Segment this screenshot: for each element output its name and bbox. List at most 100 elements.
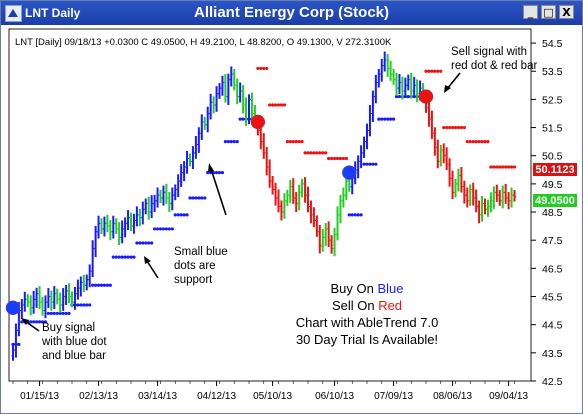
stop-dot <box>442 125 446 130</box>
title-bar[interactable]: LNT Daily Alliant Energy Corp (Stock) _ … <box>1 1 582 25</box>
price-bar <box>330 235 334 254</box>
price-bar <box>389 60 393 81</box>
price-bar <box>306 186 310 213</box>
price-bar <box>341 187 345 208</box>
stop-dot <box>147 241 151 245</box>
stop-dot <box>368 162 372 166</box>
stop-dot <box>161 227 166 231</box>
stop-dot <box>108 283 112 287</box>
price-bar <box>20 299 24 320</box>
ohlc-info-line: LNT [Daily] 09/18/13 +0.0300 C 49.0500, … <box>15 37 392 48</box>
price-bar <box>238 82 242 103</box>
price-bar <box>327 221 331 247</box>
stop-dot <box>144 241 148 245</box>
stop-dot <box>477 140 481 144</box>
price-bar <box>212 96 216 114</box>
stop-dot <box>173 213 177 217</box>
price-bar <box>492 186 496 210</box>
support-annot-line2: dots are <box>174 260 216 272</box>
y-tick-label: 53.5 <box>542 66 563 78</box>
price-bar <box>70 291 74 308</box>
price-bar <box>312 207 316 228</box>
price-bar <box>167 192 171 213</box>
x-tick-label: 02/13/13 <box>79 391 118 402</box>
price-bar <box>88 264 92 288</box>
stop-dot <box>436 69 440 73</box>
price-bar <box>368 105 372 137</box>
stop-dot <box>200 196 204 200</box>
stop-dot <box>197 196 201 200</box>
price-bar <box>471 182 475 206</box>
y-tick-label: 49.5 <box>542 179 563 191</box>
price-bar <box>232 68 236 91</box>
price-bar <box>82 274 86 293</box>
price-bar <box>150 195 154 218</box>
stop-dot <box>67 311 71 316</box>
stop-dot <box>85 303 89 307</box>
price-bar <box>64 284 68 305</box>
stop-dot <box>445 125 449 130</box>
price-tag-upper-text: 50.1123 <box>535 164 574 176</box>
window-title: Alliant Energy Corp (Stock) <box>193 4 390 21</box>
stop-dot <box>309 151 313 155</box>
price-bar <box>235 78 239 105</box>
stop-dot <box>347 213 351 217</box>
price-bar <box>159 190 162 204</box>
stop-dot <box>338 156 343 161</box>
sell-signal-dot <box>418 89 434 104</box>
stop-dot <box>386 117 390 121</box>
stop-dot <box>371 162 375 166</box>
stop-dot <box>474 140 478 144</box>
stop-dot <box>453 125 458 130</box>
price-bar <box>38 286 42 309</box>
price-bar <box>403 77 407 98</box>
stop-dot <box>380 117 384 121</box>
sell-signal-dot <box>250 114 266 130</box>
maximize-button[interactable]: □ <box>541 5 556 19</box>
price-bar <box>164 183 168 204</box>
price-bar <box>397 74 401 95</box>
stop-dot <box>353 213 357 217</box>
stop-dot <box>439 69 443 73</box>
stop-dot <box>321 151 325 155</box>
stop-dot <box>220 171 225 175</box>
price-bar <box>185 150 189 174</box>
buy-signal-annotation: Buy signal with blue dot and blue bar <box>21 318 107 362</box>
price-bar <box>29 295 33 316</box>
stop-dot <box>462 125 466 130</box>
price-bar <box>43 295 47 319</box>
close-button[interactable]: X <box>559 5 574 19</box>
stop-dot <box>486 140 490 144</box>
price-bar <box>14 323 18 358</box>
stop-dot <box>29 320 33 324</box>
stop-dot <box>129 255 133 259</box>
price-bar <box>480 195 484 222</box>
price-bar <box>288 179 292 203</box>
stop-dot <box>176 213 180 217</box>
stop-dot <box>40 320 45 324</box>
price-bar <box>144 198 148 215</box>
stop-dot <box>223 140 227 144</box>
price-bar <box>282 193 286 219</box>
minimize-button[interactable]: _ <box>523 5 538 19</box>
support-annot-line3: support <box>174 274 213 286</box>
price-chart[interactable]: 42.5 43.5 44.5 45.5 46.5 47.5 48.5 49.5 50.5 51.5… <box>1 25 582 413</box>
price-bar <box>297 184 301 211</box>
price-bar <box>132 213 136 234</box>
price-bar <box>200 114 204 140</box>
stop-dot <box>377 117 381 121</box>
stop-dot <box>167 227 171 231</box>
stop-dot <box>365 162 369 166</box>
price-bar <box>97 215 101 239</box>
price-bar <box>135 206 139 227</box>
stop-dot <box>126 255 130 259</box>
price-bar <box>474 189 478 213</box>
stop-dot <box>424 69 428 73</box>
price-bar <box>170 187 174 211</box>
stop-dot <box>427 69 431 73</box>
stop-dot <box>430 69 434 73</box>
buy-signal-dot <box>5 300 21 316</box>
price-bar <box>433 127 437 156</box>
y-tick-label: 48.5 <box>542 207 563 219</box>
price-bar <box>55 288 59 305</box>
